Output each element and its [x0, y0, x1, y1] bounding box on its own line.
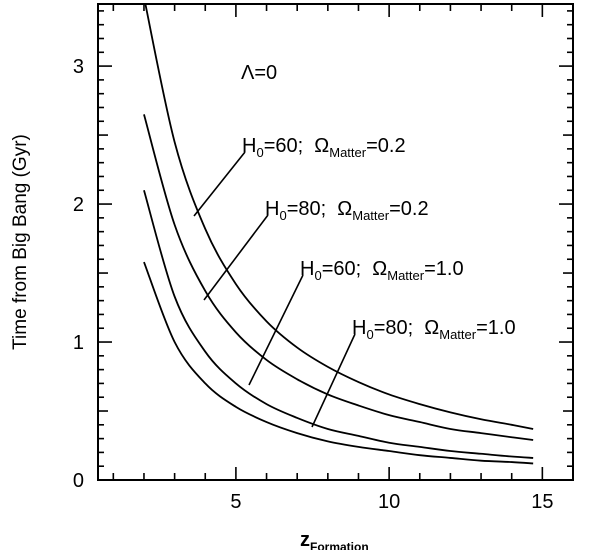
x-tick-label: 5	[230, 491, 241, 513]
series-line-4	[143, 261, 534, 465]
series-line-3	[143, 190, 534, 459]
y-tick-label: 0	[73, 470, 84, 492]
x-axis-label: zFormation	[300, 529, 369, 550]
series-annotation-2: H0=80; ΩMatter=0.2	[265, 198, 429, 223]
x-tick-label: 15	[531, 491, 553, 513]
plot-frame	[97, 3, 574, 481]
series-line-2	[143, 114, 534, 441]
y-axis-ticks: 0 1 2 3	[73, 10, 573, 492]
annotation-leader-line	[193, 151, 246, 217]
series-curves	[143, 4, 534, 465]
y-tick-label: 1	[73, 332, 84, 354]
series-annotation-3: H0=60; ΩMatter=1.0	[300, 258, 464, 283]
annotations: H0=60; ΩMatter=0.2 H0=80; ΩMatter=0.2 H0=6…	[193, 135, 516, 428]
lambda-label: Λ=0	[241, 62, 277, 84]
y-tick-label: 2	[73, 194, 84, 216]
y-tick-label: 3	[73, 56, 84, 78]
x-axis-label-main: z	[300, 529, 310, 550]
x-axis-ticks: 5 10 15	[112, 4, 574, 513]
series-annotation-1: H0=60; ΩMatter=0.2	[242, 135, 406, 160]
x-tick-label: 10	[378, 491, 400, 513]
annotation-leader-line	[248, 274, 304, 386]
series-line-1	[144, 4, 534, 430]
series-annotation-4: H0=80; ΩMatter=1.0	[352, 317, 516, 342]
x-axis-label-sub: Formation	[310, 540, 369, 550]
annotation-leader-line	[311, 333, 356, 428]
annotation-leader-line	[203, 214, 269, 301]
y-axis-label: Time from Big Bang (Gyr)	[10, 134, 31, 350]
